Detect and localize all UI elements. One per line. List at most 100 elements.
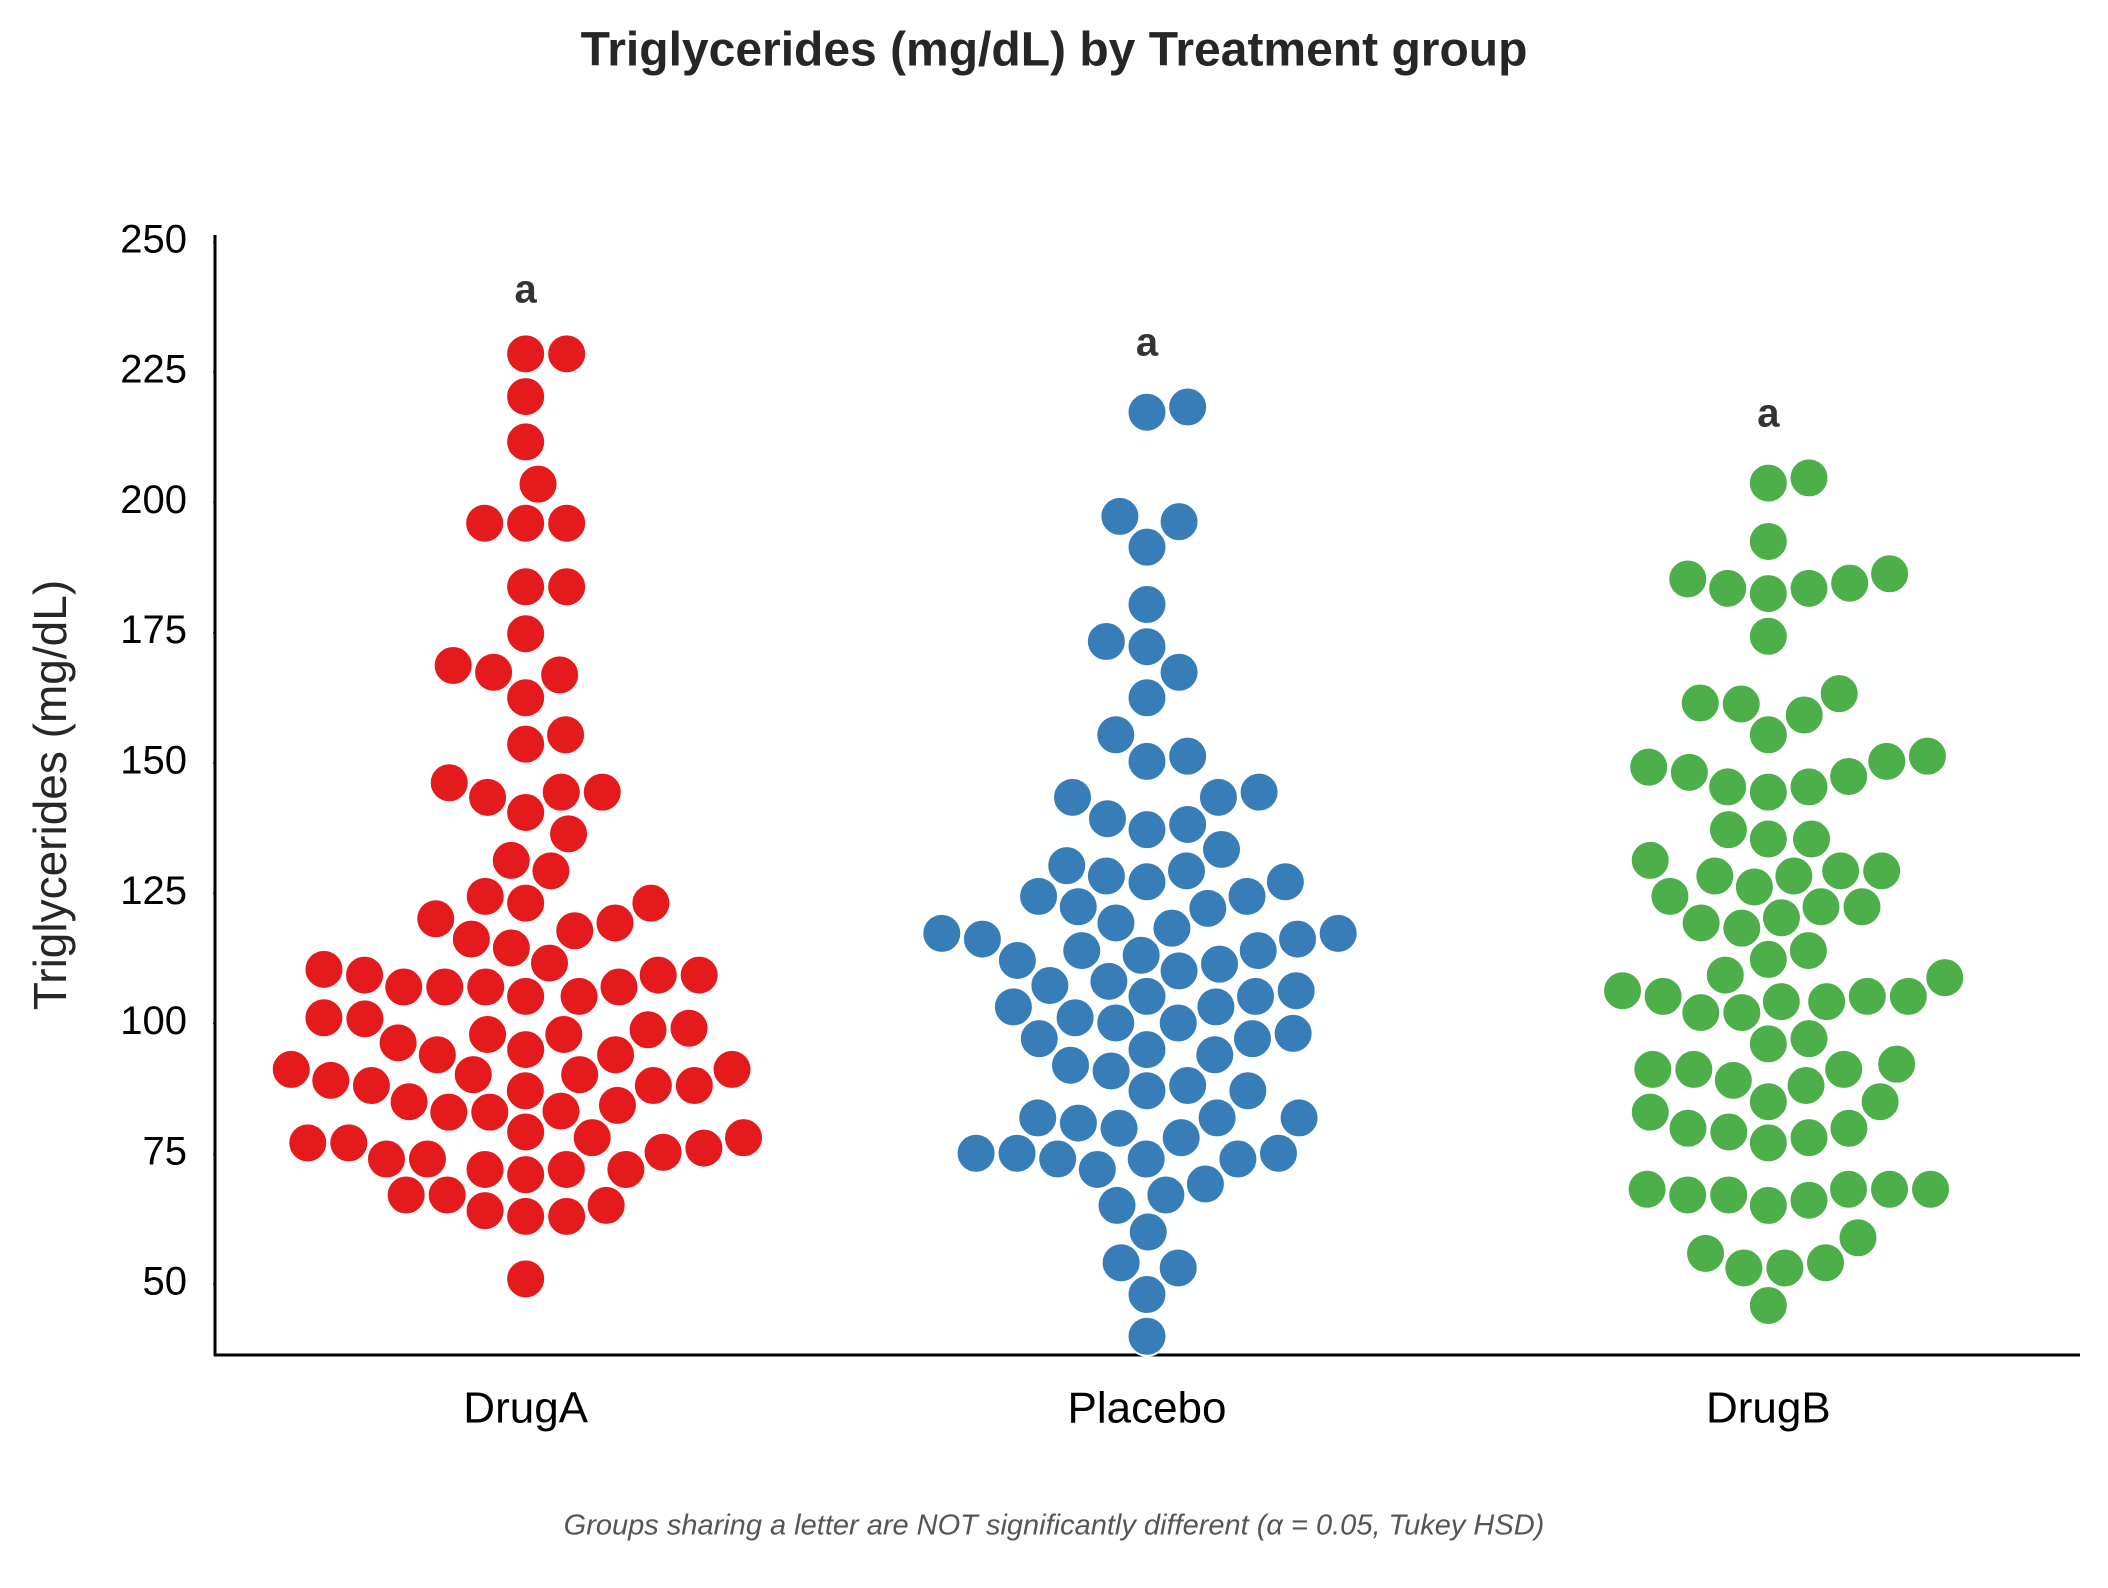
swarm-point xyxy=(529,942,571,984)
swarm-point xyxy=(1061,930,1103,972)
swarm-point xyxy=(310,1059,352,1101)
swarm-point xyxy=(543,1013,585,1055)
swarm-point xyxy=(517,463,559,505)
swarm-point xyxy=(505,613,547,655)
swarm-point xyxy=(406,1138,448,1180)
swarm-point xyxy=(1029,964,1071,1006)
swarm-point xyxy=(424,966,466,1008)
swarm-point xyxy=(1277,918,1319,960)
swarm-point xyxy=(996,939,1038,981)
swarm-point xyxy=(596,1084,638,1126)
swarm-point xyxy=(432,644,474,686)
swarm-point xyxy=(505,791,547,833)
swarm-point xyxy=(1859,1081,1901,1123)
swarm-point xyxy=(1747,1023,1789,1065)
swarm-point xyxy=(1194,1034,1236,1076)
swarm-point xyxy=(1095,1002,1137,1044)
swarm-point xyxy=(1158,651,1200,693)
swarm-point xyxy=(554,910,596,952)
swarm-point xyxy=(1791,818,1833,860)
swarm-point xyxy=(1887,975,1929,1017)
y-tick-label: 250 xyxy=(120,217,187,261)
swarm-point xyxy=(1629,839,1671,881)
swarm-point xyxy=(1747,1184,1789,1226)
swarm-point xyxy=(1145,1174,1187,1216)
swarm-point xyxy=(595,1034,637,1076)
swarm-point xyxy=(505,677,547,719)
swarm-point xyxy=(642,1131,684,1173)
swarm-point xyxy=(1721,907,1763,949)
swarm-point xyxy=(1057,1102,1099,1144)
group-letter: a xyxy=(1136,321,1159,365)
swarm-point xyxy=(1723,1247,1765,1289)
swarm-point xyxy=(1708,1174,1750,1216)
swarm-point xyxy=(546,1195,588,1237)
swarm-point xyxy=(1747,573,1789,615)
swarm-point xyxy=(1649,875,1691,917)
swarm-point xyxy=(1166,850,1208,892)
swarm-point xyxy=(1201,828,1243,870)
swarm-point xyxy=(1272,1012,1314,1054)
swarm-point xyxy=(1050,1044,1092,1086)
swarm-point xyxy=(1126,1070,1168,1112)
swarm-point xyxy=(1747,615,1789,657)
swarm-point xyxy=(637,954,679,996)
swarm-point xyxy=(1126,584,1168,626)
swarm-point xyxy=(1167,386,1209,428)
swarm-point xyxy=(1788,567,1830,609)
swarm-point xyxy=(1806,981,1848,1023)
swarm-point xyxy=(505,502,547,544)
swarm-point xyxy=(1747,818,1789,860)
swarm-point xyxy=(1157,1002,1199,1044)
swarm-point xyxy=(1828,755,1870,797)
swarm-point xyxy=(1680,992,1722,1034)
swarm-point xyxy=(546,333,588,375)
swarm-point xyxy=(1237,930,1279,972)
swarm-point xyxy=(1125,1138,1167,1180)
swarm-point xyxy=(605,1148,647,1190)
swarm-point xyxy=(1788,766,1830,808)
swarm-point xyxy=(505,882,547,924)
swarm-point xyxy=(585,1184,627,1226)
swarm-point xyxy=(1846,975,1888,1017)
swarm-point xyxy=(1126,809,1168,851)
swarm-point xyxy=(558,975,600,1017)
swarm-point xyxy=(1869,553,1911,595)
swarm-point xyxy=(505,1029,547,1071)
swarm-point xyxy=(1046,845,1088,887)
swarm-point xyxy=(1126,677,1168,719)
swarm-point xyxy=(505,376,547,418)
swarm-point xyxy=(1086,798,1128,840)
swarm-point xyxy=(426,1174,468,1216)
swarm-point xyxy=(1037,1138,1079,1180)
swarm-point xyxy=(377,1022,419,1064)
swarm-point xyxy=(1704,954,1746,996)
swarm-point xyxy=(473,651,515,693)
swarm-point xyxy=(505,1258,547,1300)
swarm-point xyxy=(350,1065,392,1107)
swarm-point xyxy=(1788,1117,1830,1159)
swarm-point xyxy=(505,421,547,463)
y-tick-label: 75 xyxy=(143,1129,188,1173)
y-tick-label: 50 xyxy=(143,1260,188,1304)
swarm-point xyxy=(1685,1232,1727,1274)
swarm-point xyxy=(505,975,547,1017)
swarm-point xyxy=(546,566,588,608)
swarm-point xyxy=(540,771,582,813)
swarm-point xyxy=(955,1132,997,1174)
swarm-point xyxy=(683,1127,725,1169)
swarm-point xyxy=(1120,934,1162,976)
swarm-point xyxy=(464,1190,506,1232)
swarm-point xyxy=(1157,1247,1199,1289)
swarm-point xyxy=(1126,626,1168,668)
swarm-point xyxy=(464,875,506,917)
x-tick-label: DrugA xyxy=(463,1384,588,1433)
y-tick-label: 125 xyxy=(120,869,187,913)
swarm-point xyxy=(1231,1018,1273,1060)
y-tick-label: 100 xyxy=(120,999,187,1043)
swarm-point xyxy=(1018,875,1060,917)
swarm-point xyxy=(1054,997,1096,1039)
swarm-point xyxy=(1679,682,1721,724)
